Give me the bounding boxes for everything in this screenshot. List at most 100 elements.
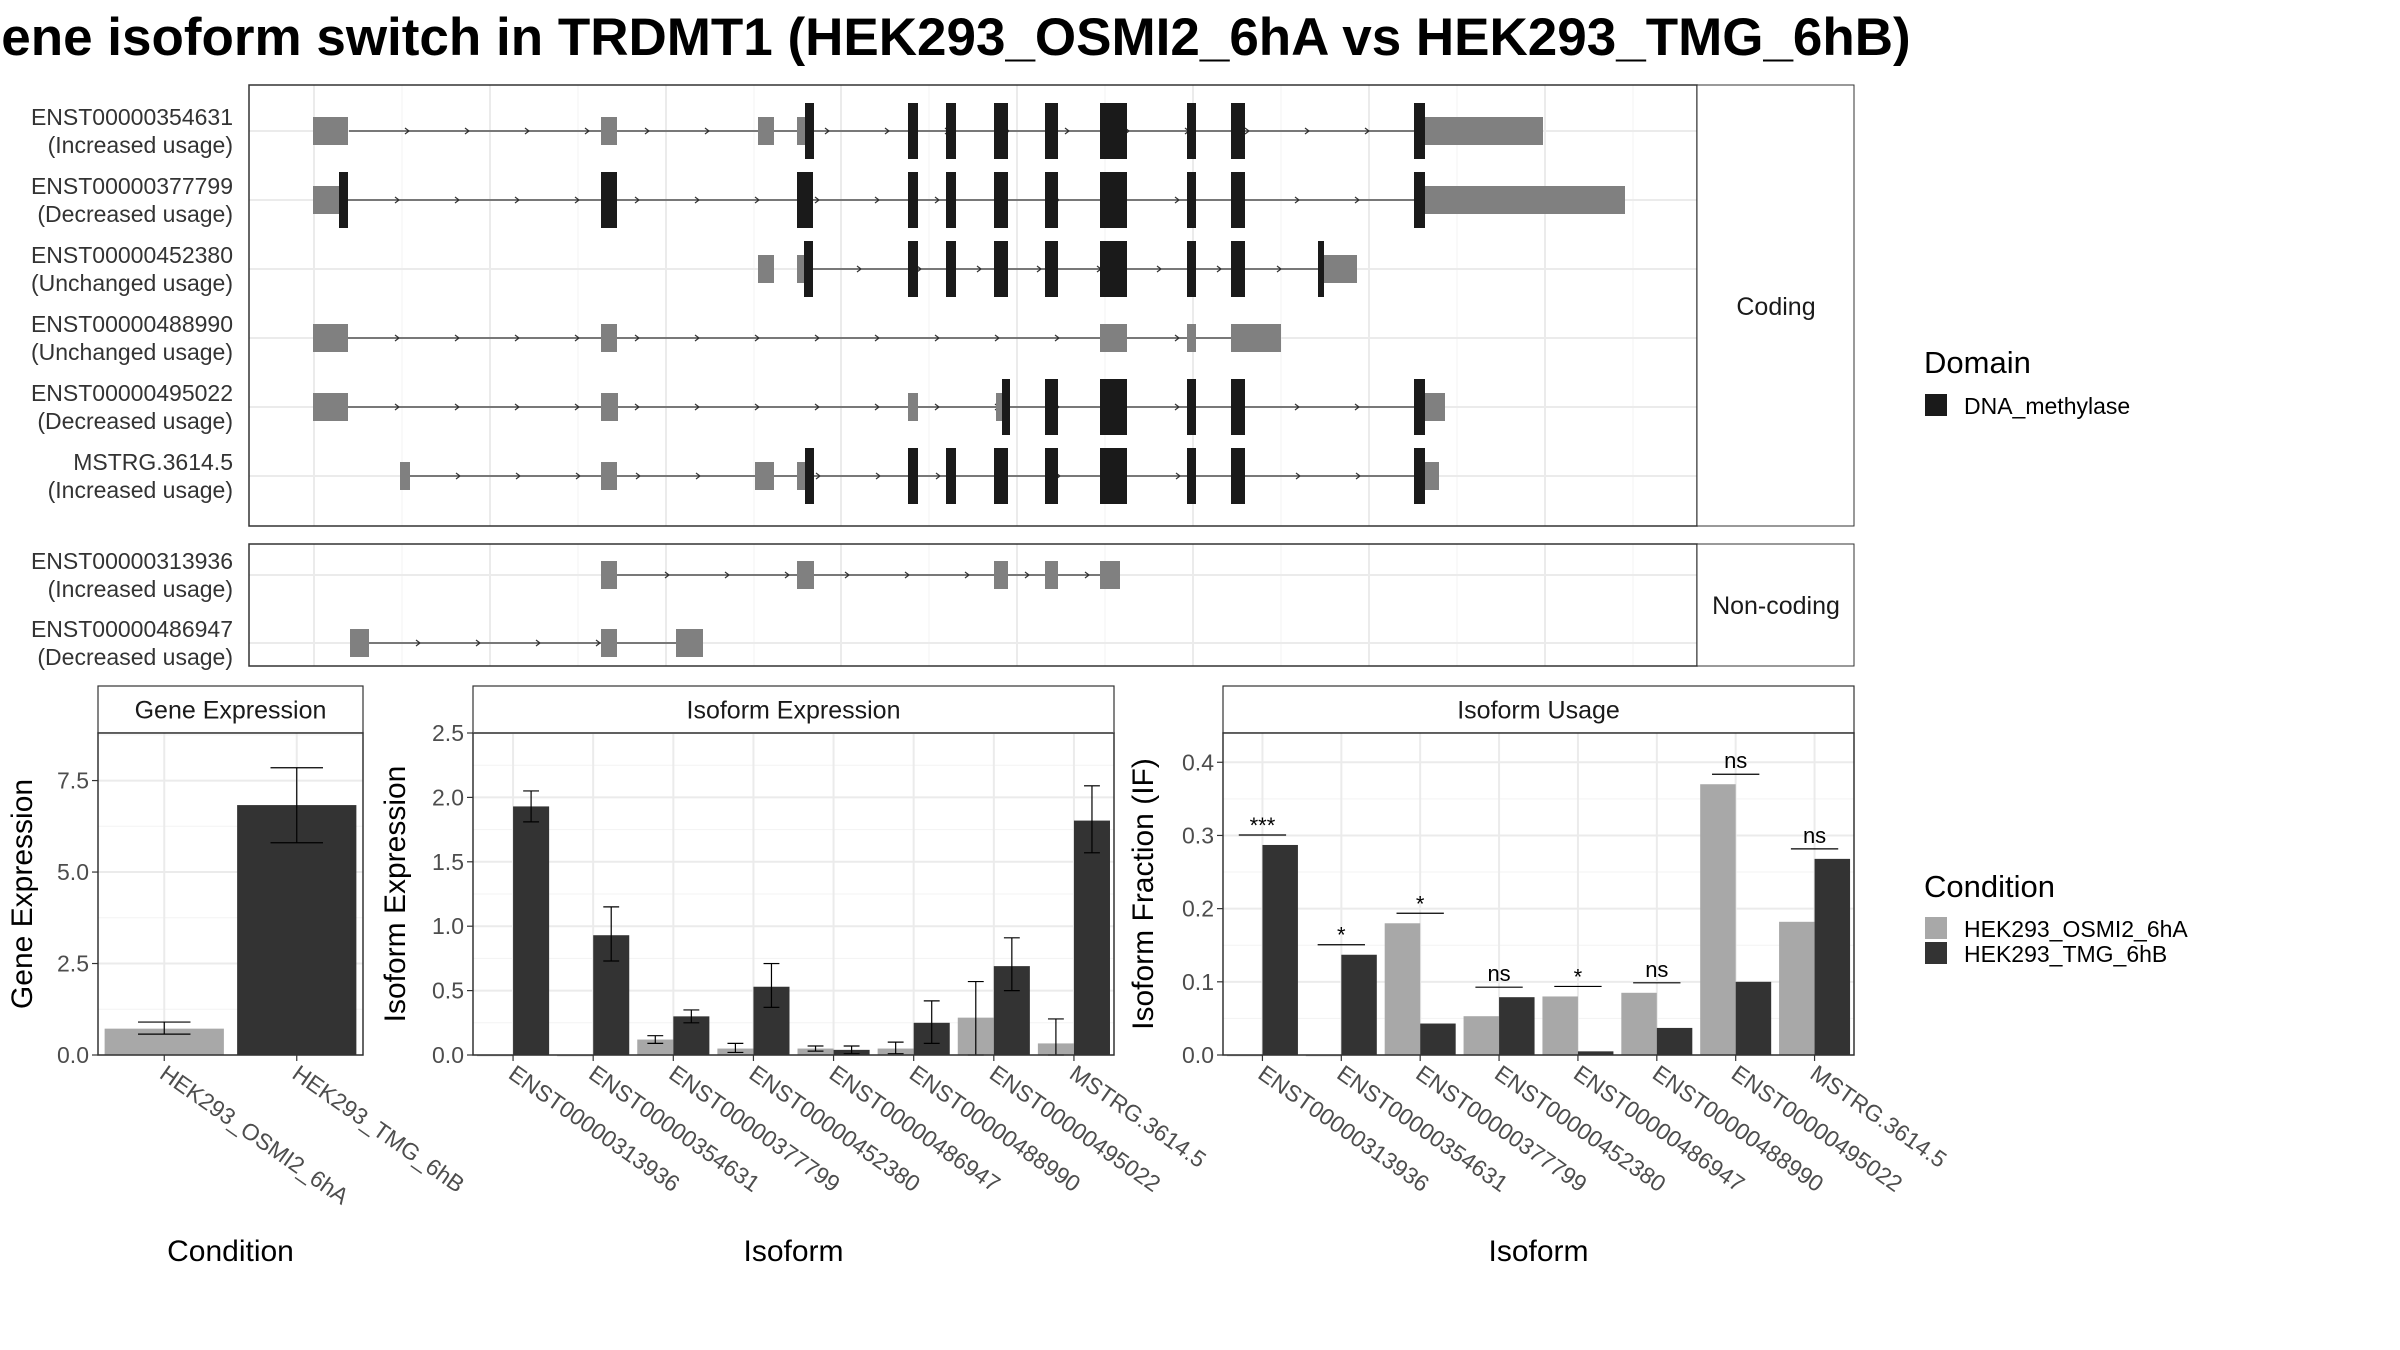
- coding-exon: [805, 448, 814, 504]
- strand-arrow: [1364, 127, 1370, 135]
- strand-arrow: [1355, 472, 1361, 480]
- strand-arrow: [1244, 127, 1250, 135]
- utr-exon: [758, 255, 774, 283]
- bar: [513, 806, 550, 1055]
- x-axis-title: Isoform: [1488, 1235, 1588, 1268]
- bar: [1262, 844, 1298, 1055]
- strand-arrow: [1084, 571, 1090, 579]
- y-tick-label: 0.1: [1182, 969, 1214, 995]
- strand-arrow: [754, 334, 760, 342]
- strand-arrow: [1156, 265, 1162, 273]
- significance-label: *: [1337, 923, 1346, 948]
- facet-strip-label: Isoform Expression: [687, 697, 901, 725]
- noncoding-transcript-id: ENST00000313936: [31, 548, 233, 574]
- bar: [1463, 1016, 1500, 1055]
- coding-transcript-usage: (Decreased usage): [37, 408, 233, 434]
- coding-transcript-id: ENST00000377799: [31, 173, 233, 199]
- facet-strip: [472, 685, 1115, 734]
- bar: [1420, 1023, 1456, 1055]
- strand-arrow: [664, 571, 670, 579]
- strand-arrow: [1354, 196, 1360, 204]
- strand-arrow: [1174, 334, 1180, 342]
- strand-arrow: [634, 196, 640, 204]
- strand-arrow: [934, 403, 940, 411]
- strand-arrow: [515, 472, 521, 480]
- coding-exon: [908, 103, 918, 159]
- coding-exon: [1045, 172, 1058, 228]
- utr-exon: [1231, 324, 1255, 352]
- strand-arrow: [574, 196, 580, 204]
- coding-transcript-id: ENST00000452380: [31, 242, 233, 268]
- strand-arrow: [574, 334, 580, 342]
- utr-exon: [1324, 255, 1357, 283]
- coding-exon: [994, 448, 1008, 504]
- strand-arrow: [464, 127, 470, 135]
- y-tick-label: 0.5: [432, 978, 464, 1004]
- strand-arrow: [814, 403, 820, 411]
- noncoding-panel-bg: [249, 544, 1697, 666]
- coding-exon: [1187, 103, 1196, 159]
- domain-legend: Domain DNA_methylase: [1924, 345, 2130, 419]
- coding-transcript-track: [400, 448, 1439, 504]
- utr-exon: [994, 561, 1008, 589]
- strand-arrow: [454, 403, 460, 411]
- utr-exon: [601, 117, 617, 145]
- coding-exon: [908, 172, 918, 228]
- strand-arrow: [964, 571, 970, 579]
- strand-arrow: [595, 639, 601, 647]
- strand-arrow: [454, 334, 460, 342]
- strand-arrow: [514, 334, 520, 342]
- y-tick-label: 0.4: [1182, 749, 1214, 775]
- significance-label: ns: [1724, 748, 1747, 773]
- utr-exon: [313, 117, 348, 145]
- utr-exon: [313, 324, 337, 352]
- bar: [1656, 1027, 1693, 1055]
- utr-exon: [1425, 393, 1445, 421]
- y-axis-title: Isoform Fraction (IF): [1127, 758, 1160, 1030]
- coding-transcript-usage: (Decreased usage): [37, 201, 233, 227]
- coding-exon: [946, 448, 956, 504]
- strand-arrow: [574, 403, 580, 411]
- coding-exon: [1414, 448, 1425, 504]
- coding-exon: [1414, 379, 1425, 435]
- facet-strip: [97, 685, 364, 734]
- coding-exon: [1100, 172, 1127, 228]
- y-tick-label: 0.0: [432, 1042, 464, 1068]
- y-tick-label: 2.0: [432, 784, 464, 810]
- strand-arrow: [844, 571, 850, 579]
- coding-exon: [1045, 448, 1058, 504]
- strand-arrow: [934, 196, 940, 204]
- panel-border: [472, 732, 1115, 1056]
- bar: [637, 1039, 674, 1055]
- strand-arrow: [475, 639, 481, 647]
- strand-arrow: [1064, 127, 1070, 135]
- coding-exon: [1231, 172, 1245, 228]
- coding-exon: [946, 103, 956, 159]
- y-tick-label: 0.2: [1182, 896, 1214, 922]
- gene-expression-chart: Gene Expression0.02.55.07.5HEK293_OSMI2_…: [6, 685, 469, 1268]
- bar: [1735, 981, 1772, 1055]
- utr-exon: [400, 462, 410, 490]
- strand-arrow: [1174, 403, 1180, 411]
- coding-transcript-track: [313, 379, 1445, 435]
- y-tick-label: 2.5: [57, 951, 89, 977]
- noncoding-transcript-id: ENST00000486947: [31, 616, 233, 642]
- coding-exon: [946, 241, 956, 297]
- coding-exon: [994, 172, 1008, 228]
- coding-exon: [994, 103, 1008, 159]
- strand-arrow: [1304, 127, 1310, 135]
- strand-arrow: [694, 334, 700, 342]
- utr-exon: [1425, 117, 1543, 145]
- strand-arrow: [874, 334, 880, 342]
- isoform-expression-chart: Isoform Expression0.00.51.01.52.02.5ENST…: [379, 685, 1211, 1268]
- utr-exon: [908, 393, 918, 421]
- bar: [1621, 992, 1657, 1055]
- coding-transcript-usage: (Unchanged usage): [31, 270, 233, 296]
- domain-legend-title: Domain: [1924, 345, 2031, 380]
- strand-arrow: [575, 472, 581, 480]
- strand-arrow: [1294, 196, 1300, 204]
- strand-arrow: [815, 472, 821, 480]
- strand-arrow: [904, 571, 910, 579]
